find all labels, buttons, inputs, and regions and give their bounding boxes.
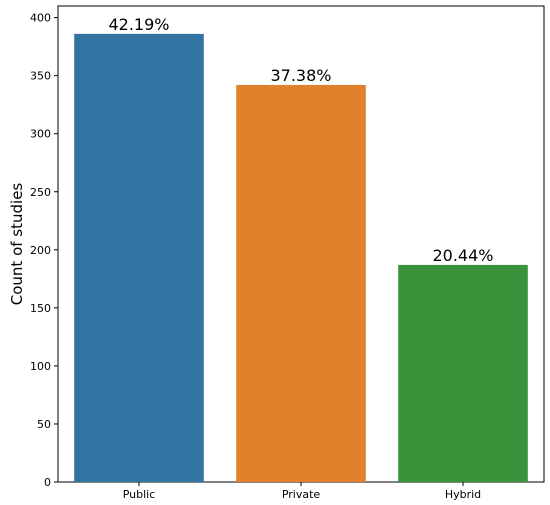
y-tick-label: 350	[30, 70, 51, 83]
bar-public	[74, 33, 204, 483]
y-tick-label: 100	[30, 360, 51, 373]
bar-private	[236, 84, 366, 482]
bar-data-label: 42.19%	[108, 15, 169, 34]
x-tick-label: Private	[282, 488, 321, 501]
x-tick-label: Public	[123, 488, 156, 501]
bar-data-label: 37.38%	[270, 66, 331, 85]
bar-data-label: 20.44%	[432, 246, 493, 265]
x-axis-ticks: Public Private Hybrid	[123, 482, 481, 501]
y-tick-label: 150	[30, 302, 51, 315]
y-tick-label: 50	[37, 418, 51, 431]
y-axis-ticks: 0 50 100 150 200 250 300 350 400	[30, 12, 58, 489]
y-tick-label: 400	[30, 12, 51, 25]
y-axis-label: Count of studies	[8, 183, 26, 306]
y-tick-label: 200	[30, 244, 51, 257]
bar-labels: 42.19% 37.38% 20.44%	[108, 15, 493, 265]
y-tick-label: 0	[44, 476, 51, 489]
bar-hybrid	[398, 264, 528, 482]
y-tick-label: 250	[30, 186, 51, 199]
y-tick-label: 300	[30, 128, 51, 141]
x-tick-label: Hybrid	[445, 488, 481, 501]
bars	[74, 33, 528, 483]
